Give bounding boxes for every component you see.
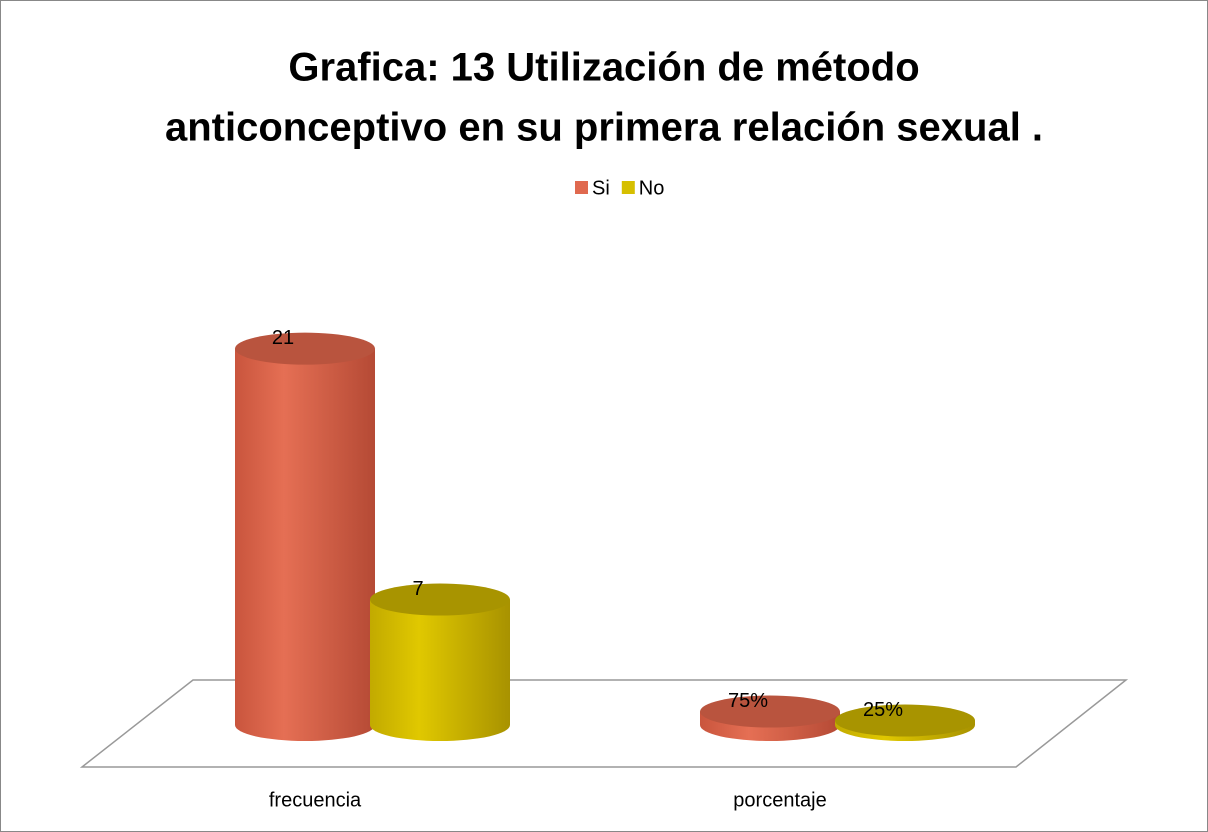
chart-title: anticonceptivo en su primera relación se… (165, 106, 1043, 150)
cylinder-top (835, 704, 975, 737)
data-label: 25% (863, 699, 903, 721)
data-label: 75% (728, 690, 768, 712)
legend-label: No (639, 177, 665, 199)
x-tick-label: porcentaje (733, 789, 826, 811)
data-label: 21 (272, 327, 294, 349)
cylinder-top (370, 583, 510, 616)
data-label: 7 (412, 578, 423, 600)
cylinder-top (235, 332, 375, 365)
chart-title: Grafica: 13 Utilización de método (288, 46, 919, 90)
x-tick-label: frecuencia (269, 789, 362, 811)
legend-swatch (621, 181, 635, 194)
cylinder-top (700, 695, 840, 728)
cylinder-body (235, 348, 375, 725)
legend-swatch (575, 181, 588, 194)
legend-label: Si (592, 177, 610, 199)
cylinder-body (370, 599, 510, 725)
